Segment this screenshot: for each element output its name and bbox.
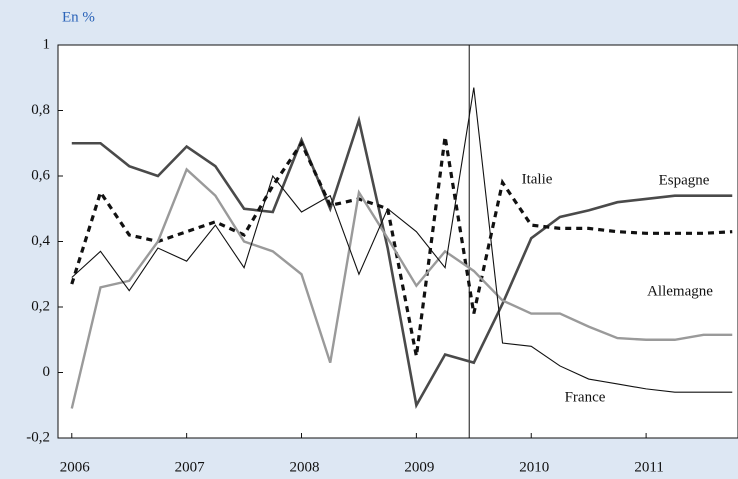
- y-tick-label: 0,8: [31, 102, 50, 118]
- unit-label: En %: [62, 9, 95, 25]
- y-tick-label: 0: [43, 364, 51, 380]
- y-tick-label: 1: [43, 36, 51, 52]
- y-tick-label: 0,4: [31, 233, 50, 249]
- plot-area: [57, 44, 738, 439]
- x-tick-label: 2008: [290, 459, 320, 475]
- x-tick-label: 2010: [519, 459, 549, 475]
- series-line: [70, 136, 733, 357]
- series-label: Espagne: [659, 172, 710, 188]
- x-tick-label: 2006: [60, 459, 91, 475]
- x-tick-label: 2007: [175, 459, 206, 475]
- y-tick-label: 0,2: [31, 298, 50, 314]
- series-label: Italie: [522, 171, 553, 187]
- y-tick-label: 0,6: [31, 167, 50, 183]
- x-tick-label: 2009: [404, 459, 434, 475]
- y-tick-label: -0,2: [26, 429, 50, 445]
- series-line: [71, 87, 733, 393]
- x-tick-label: 2011: [634, 459, 663, 475]
- series-label: France: [565, 389, 606, 405]
- series-line: [70, 167, 733, 409]
- series-label: Allemagne: [647, 283, 713, 299]
- series-line: [71, 115, 733, 410]
